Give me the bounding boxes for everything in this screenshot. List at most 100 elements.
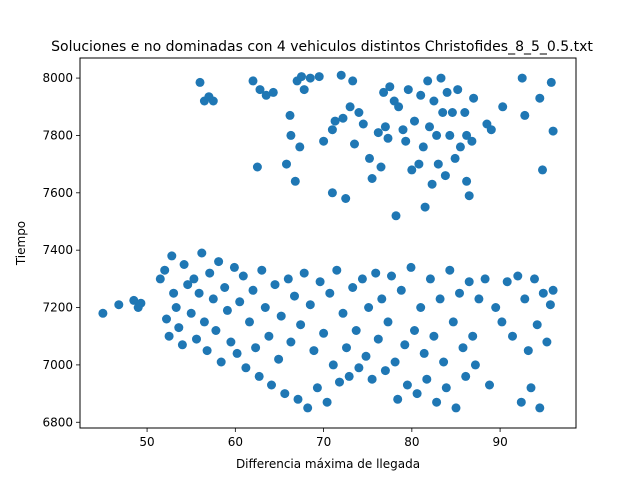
data-point [435, 294, 445, 304]
data-point [345, 102, 355, 112]
data-point [226, 337, 236, 347]
data-point [407, 165, 417, 175]
data-point [194, 288, 204, 298]
data-point [312, 383, 322, 393]
data-point [280, 389, 290, 399]
data-point [401, 136, 411, 146]
scatter-points [98, 70, 558, 413]
data-point [400, 340, 410, 350]
data-point [136, 298, 146, 308]
data-point [448, 317, 458, 327]
data-point [442, 87, 452, 97]
data-point [114, 300, 124, 310]
data-point [248, 285, 258, 295]
data-point [387, 271, 396, 281]
data-point [469, 93, 479, 103]
data-point [322, 397, 332, 407]
data-point [208, 96, 218, 106]
data-point [220, 283, 230, 292]
data-point [222, 305, 232, 315]
data-point [174, 323, 184, 333]
data-point [432, 397, 442, 407]
data-point [354, 108, 364, 117]
data-point [393, 394, 403, 404]
y-tick-label: 7200 [42, 301, 73, 315]
data-point [436, 73, 446, 83]
data-point [396, 285, 406, 295]
data-point [358, 119, 368, 129]
data-point [462, 176, 472, 186]
data-point [177, 340, 187, 350]
data-point [232, 348, 242, 358]
data-point [391, 211, 401, 221]
data-point [403, 85, 413, 95]
data-point [357, 274, 367, 284]
data-point [192, 334, 201, 344]
data-point [453, 85, 463, 95]
data-point [299, 268, 309, 278]
data-point [319, 328, 329, 338]
data-point [332, 265, 342, 275]
data-point [199, 317, 209, 327]
data-point [376, 162, 386, 172]
data-point [286, 337, 296, 347]
data-point [546, 77, 556, 87]
data-point [338, 113, 348, 123]
data-point [535, 403, 545, 413]
data-point [425, 122, 434, 132]
data-point [451, 403, 461, 413]
data-point [293, 394, 303, 404]
data-point [285, 110, 295, 120]
data-point [461, 371, 471, 381]
data-point [526, 383, 536, 393]
data-point [251, 343, 261, 353]
data-point [538, 165, 547, 175]
data-point [255, 85, 265, 95]
data-point [517, 73, 527, 83]
data-point [297, 72, 306, 82]
data-point [330, 116, 340, 126]
data-point [365, 153, 374, 163]
data-point [380, 122, 390, 132]
data-point [283, 274, 293, 284]
data-point [305, 73, 315, 83]
data-point [186, 308, 196, 318]
data-point [364, 303, 374, 312]
data-point [155, 274, 165, 284]
data-point [468, 331, 478, 341]
data-point [314, 72, 324, 82]
data-point [380, 366, 390, 376]
data-point [383, 317, 393, 327]
data-point [197, 248, 207, 258]
data-point [447, 108, 457, 117]
data-point [270, 280, 280, 290]
data-point [296, 320, 306, 330]
data-point [410, 326, 419, 335]
data-point [183, 280, 193, 290]
x-tick-label: 50 [139, 435, 154, 449]
data-point [394, 102, 404, 112]
data-point [354, 363, 364, 373]
y-tick-label: 7400 [42, 243, 73, 257]
x-axis: 50 60 70 80 90 [139, 428, 508, 449]
data-point [295, 142, 305, 152]
data-point [164, 331, 174, 341]
data-point [286, 130, 296, 140]
data-point [367, 374, 377, 384]
data-point [248, 76, 258, 86]
data-point [523, 346, 533, 356]
data-point [416, 303, 426, 312]
data-point [264, 331, 274, 341]
data-point [367, 174, 377, 183]
data-point [327, 188, 337, 198]
data-point [160, 265, 170, 275]
data-point [520, 294, 530, 304]
data-point [530, 274, 539, 284]
data-point [252, 162, 262, 172]
data-point [398, 125, 408, 135]
data-point [432, 130, 442, 140]
y-axis-label: Tiempo [14, 221, 28, 266]
data-point [414, 159, 424, 169]
data-point [245, 317, 254, 327]
data-point [548, 126, 558, 136]
